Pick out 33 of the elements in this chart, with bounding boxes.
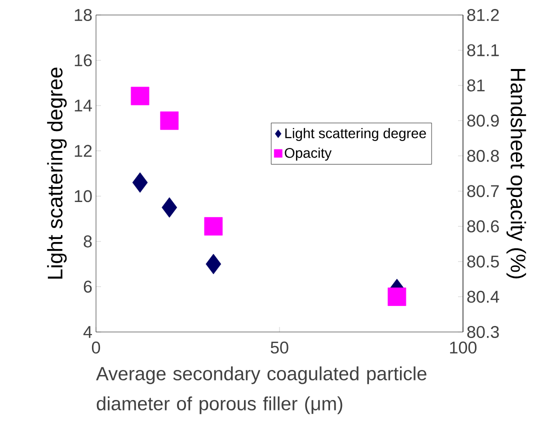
y-tick-label: 6 — [84, 280, 92, 293]
y2-tick-label: 81 — [467, 79, 485, 92]
point — [162, 197, 178, 218]
y-tick-label: 14 — [74, 100, 92, 112]
legend-label: Opacity — [284, 148, 332, 161]
y2-tick-label: 80.3 — [467, 326, 499, 338]
y2-tick-label: 80.8 — [467, 150, 499, 162]
point — [160, 111, 179, 130]
y-tick-label: 18 — [74, 8, 92, 22]
y2-tick-label: 80.6 — [467, 220, 499, 232]
point — [132, 172, 148, 193]
legend-label: Light scattering degree — [285, 128, 426, 142]
y2-tick-label: 80.5 — [467, 256, 499, 268]
x-axis-title: Average secondary coagulated particle diameter of porous filler (μm) — [96, 366, 426, 414]
y2-axis-title: Handsheet opacity (%) — [506, 68, 526, 278]
y-tick-label: 8 — [84, 235, 92, 248]
y2-tick-label: 81.2 — [467, 8, 499, 22]
point — [206, 254, 222, 274]
point — [204, 217, 223, 236]
y-axis-title: Light scattering degree — [47, 68, 67, 279]
y-tick-label: 12 — [74, 144, 92, 157]
point — [388, 288, 406, 306]
y2-tick-label: 80.4 — [467, 290, 500, 303]
x-tick-label: 100 — [450, 342, 477, 354]
y2-tick-label: 80.7 — [467, 185, 499, 198]
y-tick-label: 4 — [83, 326, 92, 338]
y2-tick-label: 81.1 — [467, 44, 499, 56]
x-tick-label: 0 — [92, 342, 100, 354]
x-tick-label: 50 — [270, 342, 288, 354]
point — [130, 86, 150, 106]
y2-tick-label: 80.9 — [467, 114, 499, 127]
y-tick-label: 16 — [74, 54, 92, 66]
y-tick-label: 10 — [74, 190, 92, 202]
